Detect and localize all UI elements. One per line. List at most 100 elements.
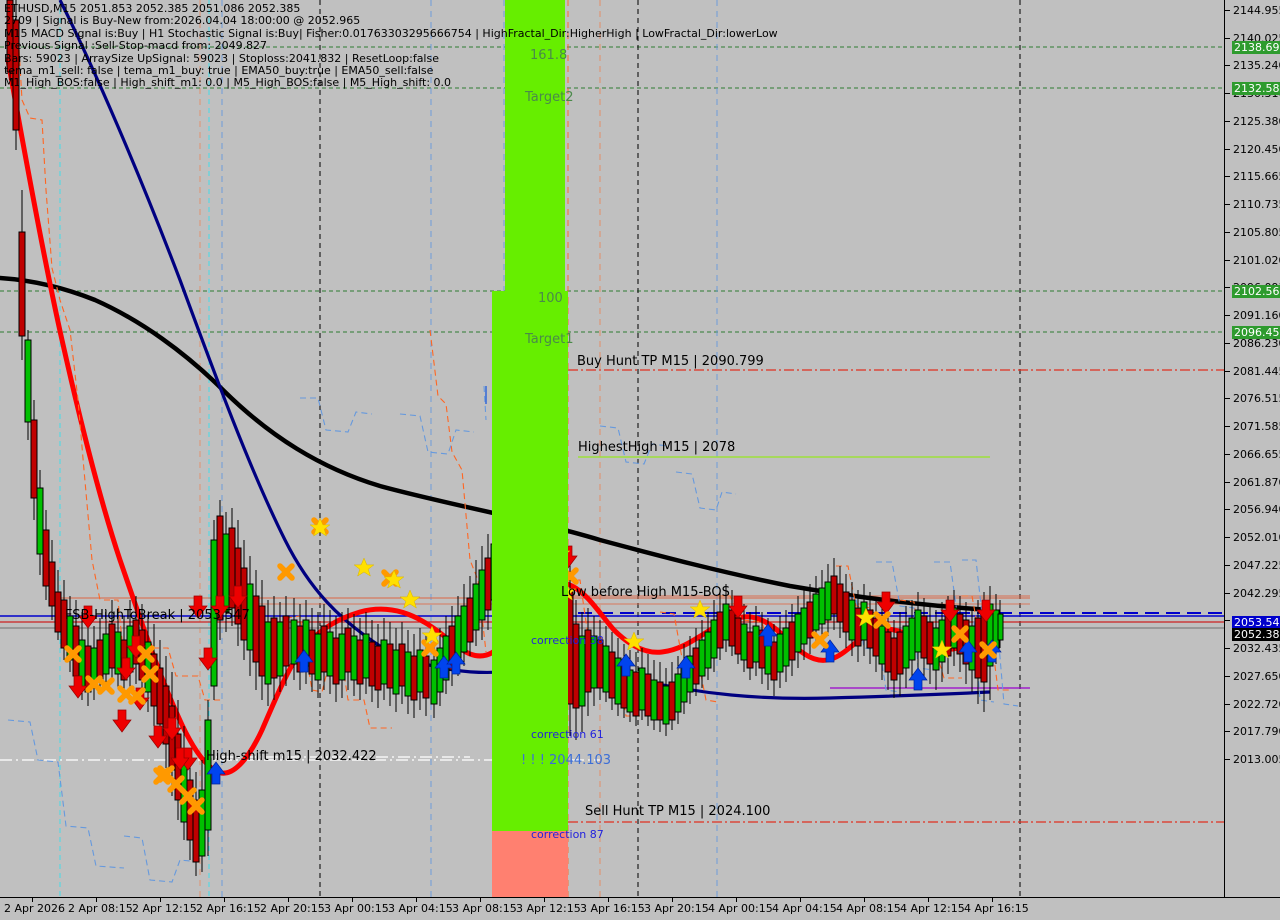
price-tick: 2101.020 (1225, 255, 1280, 267)
price-tick-label: 2115.665 (1233, 170, 1280, 183)
annotation-correction-61: correction 61 (531, 728, 604, 741)
price-tick-mark (1225, 232, 1230, 233)
annotation-fsb-high-to-break: FSB-HighToBreak | 2053.547 (65, 608, 250, 623)
time-tick-label: 3 Apr 04:15 (388, 902, 453, 915)
price-tick-label: 2105.805 (1233, 226, 1280, 239)
time-tick-label: 4 Apr 08:15 (836, 902, 901, 915)
zone-red-lower (492, 831, 568, 897)
price-axis[interactable]: 2144.9552140.0252135.2402130.3102125.380… (1224, 0, 1280, 897)
time-tick-label: 2 Apr 12:15 (132, 902, 197, 915)
price-tick-label: 2056.940 (1233, 503, 1280, 516)
price-tick: 2110.735 (1225, 199, 1280, 211)
time-tick-label: 2 Apr 20:15 (260, 902, 325, 915)
time-tick-label: 2 Apr 16:15 (196, 902, 261, 915)
price-tick-label: 2101.020 (1233, 254, 1280, 267)
time-tick-mark (352, 898, 353, 902)
zone-green-lower (492, 291, 568, 831)
price-tick-label: 2066.655 (1233, 448, 1280, 461)
time-tick-mark (480, 898, 481, 902)
price-tick-mark (1225, 426, 1230, 427)
price-tick-mark (1225, 454, 1230, 455)
price-marker-green[interactable]: 2138.698 (1232, 41, 1280, 54)
time-tick-label: 2 Apr 2026 (4, 902, 66, 915)
price-tick-label: 2086.230 (1233, 337, 1280, 350)
price-tick: 2032.435 (1225, 643, 1280, 655)
price-tick-label: 2047.225 (1233, 559, 1280, 572)
price-tick-mark (1225, 315, 1230, 316)
price-marker-black[interactable]: 2052.385 (1232, 628, 1280, 641)
time-tick-mark (96, 898, 97, 902)
price-tick-label: 2091.160 (1233, 309, 1280, 322)
price-tick-label: 2135.240 (1233, 59, 1280, 72)
price-tick-mark (1225, 343, 1230, 344)
price-tick: 2125.380 (1225, 116, 1280, 128)
time-tick-mark (800, 898, 801, 902)
price-tick-label: 2110.735 (1233, 198, 1280, 211)
price-tick: 2091.160 (1225, 310, 1280, 322)
price-tick-mark (1225, 482, 1230, 483)
time-tick-mark (32, 898, 33, 902)
price-tick-mark (1225, 398, 1230, 399)
time-tick-mark (928, 898, 929, 902)
price-tick-mark (1225, 176, 1230, 177)
price-tick-label: 2013.005 (1233, 753, 1280, 766)
price-tick-mark (1225, 704, 1230, 705)
time-tick-label: 4 Apr 04:15 (772, 902, 837, 915)
price-tick: 2061.870 (1225, 477, 1280, 489)
price-tick: 2047.225 (1225, 560, 1280, 572)
annotation-correction-87: correction 87 (531, 828, 604, 841)
price-tick: 2115.665 (1225, 171, 1280, 183)
time-tick-mark (288, 898, 289, 902)
price-tick: 2056.940 (1225, 504, 1280, 516)
price-tick-label: 2032.435 (1233, 642, 1280, 655)
price-tick-mark (1225, 731, 1230, 732)
price-marker-blue[interactable]: 2053.547 (1232, 616, 1280, 629)
price-tick: 2120.450 (1225, 144, 1280, 156)
time-tick-mark (224, 898, 225, 902)
annotation-buy-hunt-tp: Buy Hunt TP M15 | 2090.799 (577, 354, 764, 369)
price-tick-mark (1225, 565, 1230, 566)
chart-plot-area[interactable]: ETHUSD,M15 2051.853 2052.385 2051.086 20… (0, 0, 1224, 897)
price-tick-mark (1225, 149, 1230, 150)
price-tick-label: 2052.010 (1233, 531, 1280, 544)
price-marker-green[interactable]: 2132.582 (1232, 82, 1280, 95)
price-tick: 2066.655 (1225, 449, 1280, 461)
price-tick-label: 2017.790 (1233, 725, 1280, 738)
price-tick: 2081.445 (1225, 366, 1280, 378)
price-tick: 2013.005 (1225, 754, 1280, 766)
annotation-highest-high: HighestHigh M15 | 2078 (578, 440, 736, 455)
time-tick-mark (608, 898, 609, 902)
annotation-fib-1618: 161.8 (530, 48, 568, 63)
price-tick-mark (1225, 676, 1230, 677)
price-tick-mark (1225, 287, 1230, 288)
price-tick-label: 2076.515 (1233, 392, 1280, 405)
time-tick-mark (416, 898, 417, 902)
time-tick-mark (736, 898, 737, 902)
time-tick-label: 3 Apr 20:15 (644, 902, 709, 915)
annotation-fib-100: 100 (538, 291, 563, 306)
price-tick-mark (1225, 620, 1230, 621)
price-tick-label: 2027.650 (1233, 670, 1280, 683)
time-tick-label: 3 Apr 00:15 (324, 902, 389, 915)
price-tick-mark (1225, 759, 1230, 760)
price-marker-green[interactable]: 2096.451 (1232, 326, 1280, 339)
time-tick-mark (864, 898, 865, 902)
time-tick-label: 4 Apr 12:15 (900, 902, 965, 915)
annotation-high-shift-m15: High-shift m15 | 2032.422 (206, 749, 377, 764)
price-tick-label: 2061.870 (1233, 476, 1280, 489)
price-tick-label: 2125.380 (1233, 115, 1280, 128)
time-axis[interactable]: 2 Apr 2026 2 Apr 08:15 2 Apr 12:15 2 Apr 16… (0, 897, 1280, 920)
time-tick-label: 2 Apr 08:15 (68, 902, 133, 915)
price-marker-green[interactable]: 2102.567 (1232, 285, 1280, 298)
price-tick-mark (1225, 260, 1230, 261)
time-tick-mark (544, 898, 545, 902)
time-tick-label: 3 Apr 12:15 (516, 902, 581, 915)
price-tick-mark (1225, 371, 1230, 372)
price-tick: 2086.230 (1225, 338, 1280, 350)
time-tick-label: 3 Apr 16:15 (580, 902, 645, 915)
price-tick-mark (1225, 509, 1230, 510)
price-tick-mark (1225, 93, 1230, 94)
annotation-correction-38: correction 38 (531, 634, 604, 647)
price-tick-mark (1225, 10, 1230, 11)
